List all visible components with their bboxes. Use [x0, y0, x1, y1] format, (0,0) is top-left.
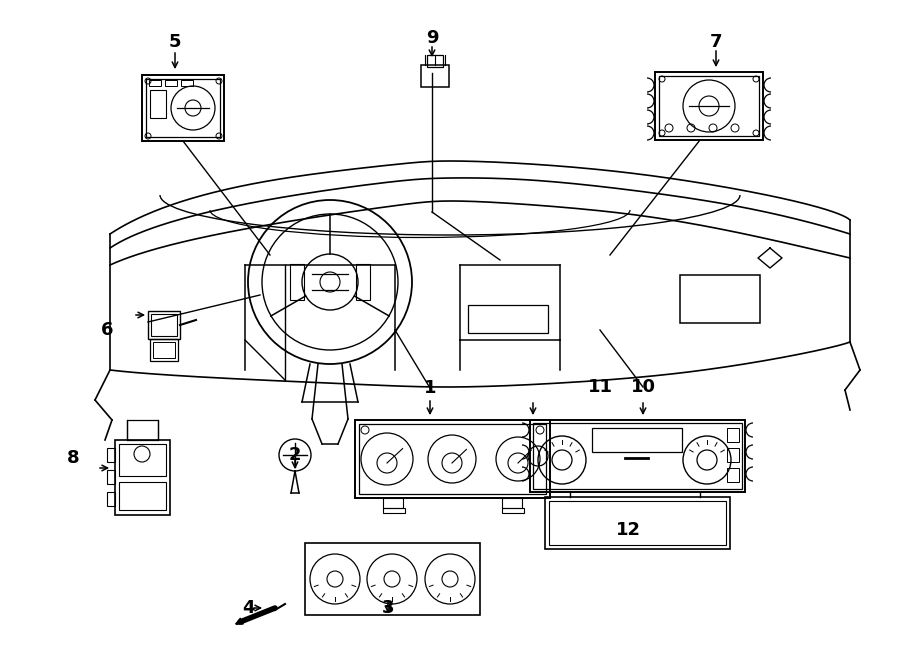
Bar — [150, 339, 178, 361]
Bar — [153, 342, 175, 358]
Bar — [502, 508, 524, 513]
Bar — [727, 428, 739, 442]
Text: 10: 10 — [631, 378, 655, 396]
Bar — [146, 79, 220, 137]
Bar — [421, 65, 449, 87]
Bar — [549, 501, 726, 545]
Bar — [165, 80, 177, 86]
Bar — [727, 468, 739, 482]
Bar — [592, 428, 682, 452]
Text: 12: 12 — [616, 521, 641, 539]
Bar — [383, 498, 403, 508]
Text: 11: 11 — [588, 378, 613, 396]
Bar — [468, 305, 548, 333]
Bar — [355, 420, 550, 498]
Bar — [142, 75, 224, 141]
Bar — [127, 420, 158, 440]
Bar — [427, 55, 443, 67]
Bar — [107, 448, 115, 462]
Text: 4: 4 — [242, 599, 254, 617]
Text: 5: 5 — [169, 33, 181, 51]
Text: 7: 7 — [710, 33, 722, 51]
Bar — [680, 275, 760, 323]
Bar — [119, 482, 166, 510]
Text: 3: 3 — [382, 599, 394, 617]
Bar — [533, 423, 742, 489]
Bar — [502, 498, 522, 508]
Bar — [149, 80, 161, 86]
Bar — [119, 444, 166, 476]
Bar — [530, 420, 745, 492]
Bar — [727, 448, 739, 462]
Bar — [148, 311, 180, 339]
Bar — [290, 264, 304, 300]
Bar — [181, 80, 193, 86]
Text: 8: 8 — [67, 449, 79, 467]
Bar — [151, 314, 177, 336]
Text: 2: 2 — [289, 446, 302, 464]
Bar — [655, 72, 763, 140]
Bar — [356, 264, 370, 300]
Bar — [107, 492, 115, 506]
Bar — [150, 90, 166, 118]
Text: 6: 6 — [101, 321, 113, 339]
Bar — [115, 440, 170, 515]
Bar — [383, 508, 405, 513]
Bar — [359, 424, 546, 494]
Bar — [545, 497, 730, 549]
Bar — [305, 543, 480, 615]
Bar — [659, 76, 759, 136]
Bar — [107, 470, 115, 484]
Text: 1: 1 — [424, 379, 436, 397]
Text: 9: 9 — [426, 29, 438, 47]
